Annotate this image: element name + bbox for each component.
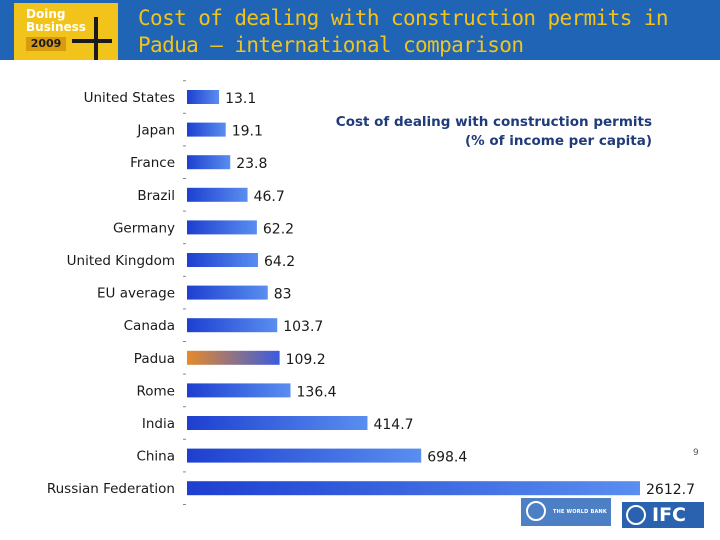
category-label: Brazil bbox=[137, 188, 175, 204]
globe-icon bbox=[526, 501, 546, 521]
category-label: EU average bbox=[97, 286, 175, 302]
category-label: France bbox=[130, 155, 175, 171]
bar bbox=[187, 187, 248, 202]
value-label: 64.2 bbox=[264, 254, 295, 270]
value-label: 414.7 bbox=[373, 417, 413, 433]
bar bbox=[187, 481, 640, 496]
value-label: 698.4 bbox=[427, 450, 467, 466]
page-number: 9 bbox=[693, 448, 699, 458]
logo-cross-icon bbox=[94, 17, 98, 60]
chart-axis bbox=[183, 80, 186, 505]
value-label: 109.2 bbox=[286, 352, 326, 368]
bar bbox=[187, 220, 257, 235]
category-label: China bbox=[136, 449, 175, 465]
ifc-label: IFC bbox=[652, 504, 686, 526]
value-label: 46.7 bbox=[254, 189, 285, 205]
slide-header: Doing Business 2009 Cost of dealing with… bbox=[0, 0, 720, 60]
bar bbox=[187, 318, 278, 333]
logo-line-business: Business bbox=[26, 20, 86, 34]
logo-cross-bar bbox=[72, 39, 112, 43]
value-label: 103.7 bbox=[283, 319, 323, 335]
bar bbox=[187, 253, 259, 267]
bar bbox=[187, 448, 422, 463]
logo-line-doing: Doing bbox=[26, 7, 66, 21]
category-label: India bbox=[142, 416, 175, 432]
value-label: 62.2 bbox=[263, 221, 294, 237]
bar bbox=[187, 285, 268, 300]
logo-year: 2009 bbox=[26, 37, 66, 51]
bar bbox=[187, 122, 226, 137]
title-line-1: Cost of dealing with construction permit… bbox=[138, 6, 669, 30]
category-label: United Kingdom bbox=[67, 253, 175, 269]
title-line-2: Padua – international comparison bbox=[138, 33, 524, 57]
category-label: Rome bbox=[137, 383, 176, 399]
category-label: Canada bbox=[124, 318, 175, 334]
bar bbox=[187, 155, 231, 170]
chart-subtitle: (% of income per capita) bbox=[465, 133, 652, 149]
value-label: 23.8 bbox=[236, 156, 267, 172]
category-label: Japan bbox=[136, 123, 175, 139]
category-label: United States bbox=[84, 90, 175, 106]
world-bank-label: THE WORLD BANK bbox=[553, 509, 607, 515]
value-label: 13.1 bbox=[225, 91, 256, 107]
world-bank-logo: THE WORLD BANK bbox=[521, 498, 611, 526]
value-label: 136.4 bbox=[297, 384, 337, 400]
category-label: Russian Federation bbox=[47, 481, 175, 497]
value-label: 2612.7 bbox=[646, 482, 695, 498]
bar bbox=[187, 416, 368, 430]
category-label: Padua bbox=[134, 351, 175, 367]
value-label: 19.1 bbox=[232, 124, 263, 140]
ifc-globe-icon bbox=[626, 505, 646, 525]
value-label: 83 bbox=[274, 287, 292, 303]
doing-business-logo: Doing Business 2009 bbox=[14, 3, 118, 60]
bar-highlight bbox=[187, 350, 280, 365]
category-label: Germany bbox=[113, 220, 175, 236]
bar bbox=[187, 90, 220, 104]
chart-bars: United States 13.1 Japan 19.1 France 23.8 Braz… bbox=[47, 90, 695, 498]
cost-bar-chart: United States 13.1 Japan 19.1 France 23.8 Braz… bbox=[47, 80, 695, 505]
ifc-logo: IFC bbox=[622, 502, 704, 528]
bar bbox=[187, 383, 291, 398]
slide-title: Cost of dealing with construction permit… bbox=[138, 5, 718, 59]
chart-title: Cost of dealing with construction permit… bbox=[336, 114, 652, 130]
